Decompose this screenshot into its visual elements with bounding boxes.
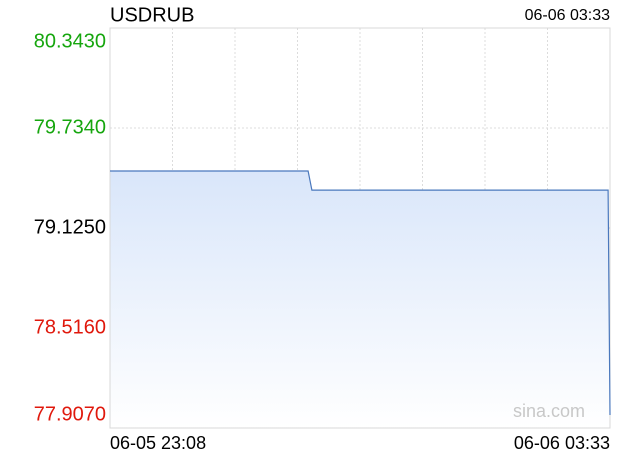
x-tick-label: 06-06 03:33 [514, 433, 610, 453]
y-tick-label: 77.9070 [34, 403, 106, 425]
y-tick-label: 79.7340 [34, 116, 106, 138]
line [110, 170, 611, 416]
x-tick-label: 06-05 23:08 [110, 433, 206, 453]
area [110, 171, 610, 428]
plot-frame [109, 27, 611, 429]
chart-title: USDRUB [110, 4, 194, 26]
watermark: sina.com [513, 401, 585, 421]
y-tick-label: 79.1250 [34, 216, 106, 238]
last-time: 06-06 03:33 [525, 7, 611, 24]
y-tick-label: 80.3430 [34, 30, 106, 52]
y-tick-label: 78.5160 [34, 316, 106, 338]
